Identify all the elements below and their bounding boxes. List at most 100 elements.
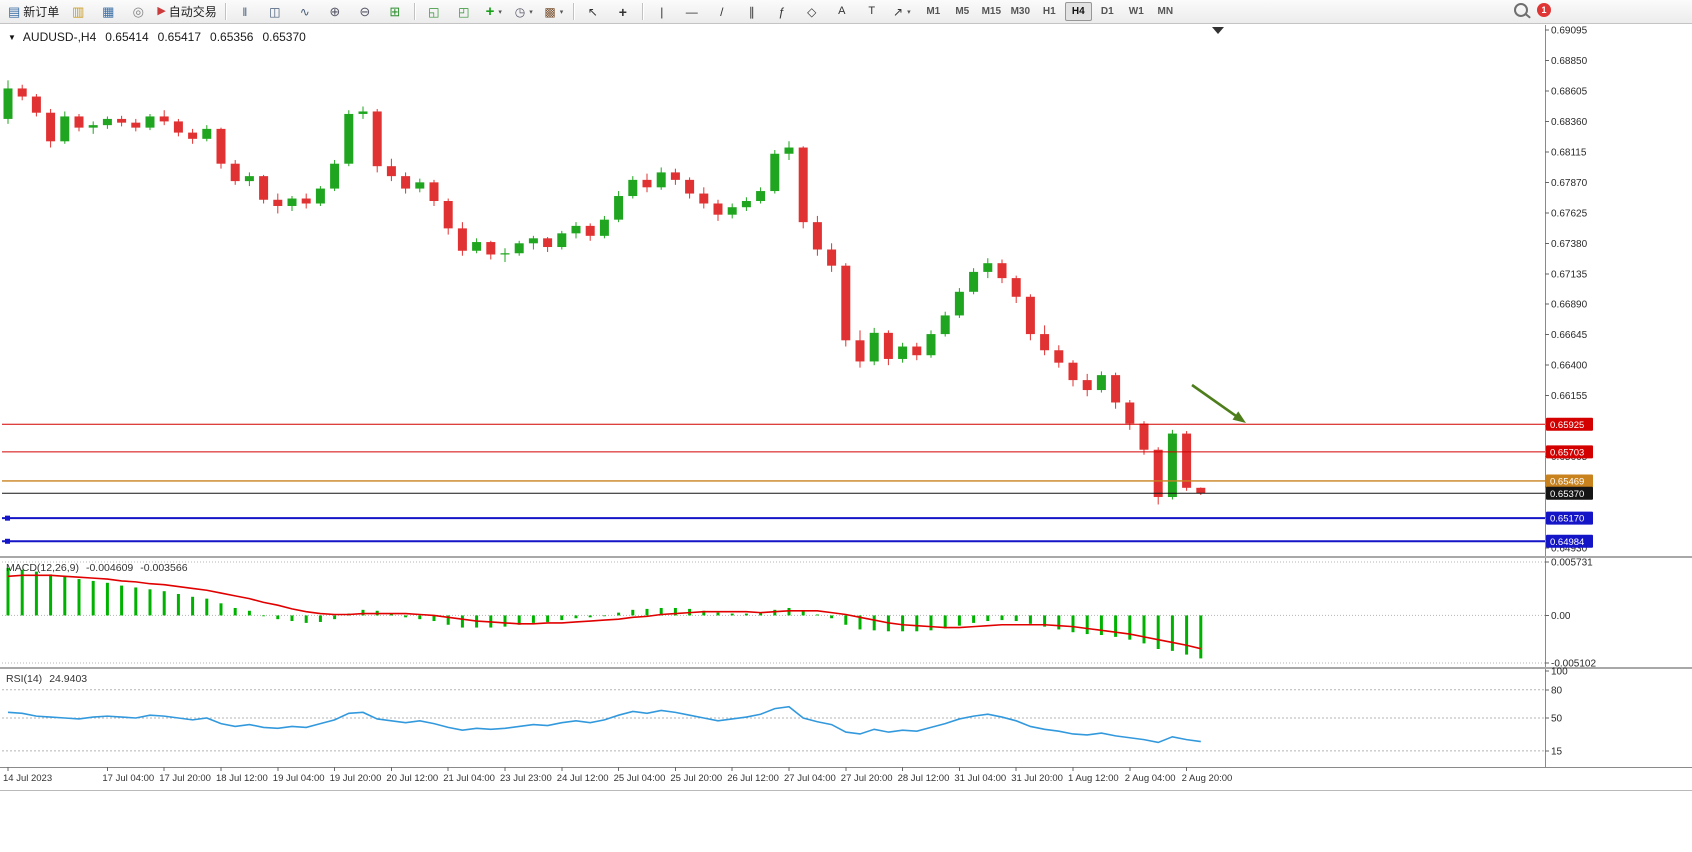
macd-bar bbox=[730, 613, 734, 616]
shapes-button[interactable]: ◇ bbox=[797, 1, 827, 23]
candle bbox=[614, 196, 624, 220]
candle bbox=[358, 111, 368, 114]
templates-button[interactable]: ▩ ▾ bbox=[539, 1, 569, 23]
macd-bar bbox=[20, 569, 24, 616]
equidistant-channel-button[interactable]: ∥ bbox=[737, 1, 767, 23]
candle bbox=[713, 203, 723, 215]
candle bbox=[628, 179, 638, 197]
candles-layer bbox=[3, 80, 1206, 505]
candle bbox=[117, 118, 127, 123]
chevron-down-icon: ▾ bbox=[559, 8, 564, 16]
time-axis-label: 2 Aug 20:00 bbox=[1182, 773, 1233, 784]
chart-shift-marker[interactable] bbox=[1212, 27, 1224, 34]
macd-bar bbox=[91, 580, 95, 616]
arrows-button[interactable]: ↗ ▾ bbox=[887, 1, 917, 23]
candle bbox=[1096, 375, 1106, 391]
periods-button[interactable]: ◷ ▾ bbox=[509, 1, 539, 23]
candle bbox=[372, 111, 382, 167]
timeframe-button-MN[interactable]: MN bbox=[1157, 6, 1174, 17]
candle bbox=[230, 163, 240, 182]
timeframe-button-D1[interactable]: D1 bbox=[1100, 6, 1114, 17]
time-axis: 14 Jul 2023 17 Jul 04:00 17 Jul 20:00 18 Ju… bbox=[3, 767, 1232, 784]
macd-bar bbox=[1199, 615, 1203, 659]
chart-window: ▼ AUDUSD-,H4 0.65414 0.65417 0.65356 0.6… bbox=[0, 25, 1692, 791]
timeframe-button-W1[interactable]: W1 bbox=[1128, 6, 1144, 17]
price-axis-label: 0.66155 bbox=[1551, 391, 1588, 402]
shapes-icon: ◇ bbox=[807, 4, 817, 19]
candle bbox=[202, 128, 212, 139]
toolbar-separator bbox=[572, 3, 574, 20]
tile-windows-button[interactable]: ⊞ bbox=[380, 1, 410, 23]
new-order-icon: ▤ bbox=[8, 4, 21, 19]
candle bbox=[46, 112, 56, 142]
community-icon: ◎ bbox=[132, 4, 144, 19]
macd-bar bbox=[957, 615, 961, 626]
cascade-windows-button[interactable]: ◰ bbox=[449, 1, 479, 23]
one-click-trading-arrow[interactable]: ▼ bbox=[8, 32, 16, 42]
timeframe-button-M1[interactable]: M1 bbox=[926, 6, 941, 17]
cursor-button[interactable]: ↖ bbox=[578, 1, 608, 23]
line-chart-button[interactable]: ∿ bbox=[290, 1, 320, 23]
time-axis-label: 20 Jul 12:00 bbox=[386, 773, 438, 784]
candle bbox=[940, 315, 950, 335]
candle bbox=[912, 346, 922, 356]
macd-bar bbox=[290, 615, 294, 622]
new-order-label: 新订单 bbox=[23, 5, 60, 19]
candle bbox=[60, 116, 70, 142]
timeframe-button-M30[interactable]: M30 bbox=[1010, 6, 1031, 17]
arrow-annotation[interactable] bbox=[1191, 383, 1246, 423]
autotrading-button[interactable]: ▶ 自动交易 bbox=[153, 1, 220, 23]
macd-bar bbox=[1085, 615, 1089, 635]
notification-badge[interactable]: 1 bbox=[1537, 3, 1551, 17]
timeframe-button-H1[interactable]: H1 bbox=[1042, 6, 1056, 17]
timeframe-button-M5[interactable]: M5 bbox=[955, 6, 970, 17]
vertical-line-button[interactable]: | bbox=[647, 1, 677, 23]
bar-chart-button[interactable]: ‖ bbox=[230, 1, 260, 23]
market-depth-icon: ▥ bbox=[72, 4, 85, 19]
candle bbox=[557, 233, 567, 248]
price-tag-label: 0.65370 bbox=[1550, 489, 1584, 500]
indicators-button[interactable]: + ▾ bbox=[479, 1, 509, 23]
macd-bar bbox=[560, 615, 564, 621]
candle bbox=[415, 182, 425, 189]
price-tag-label: 0.65170 bbox=[1550, 514, 1584, 525]
timeframe-button-H4[interactable]: H4 bbox=[1064, 2, 1092, 21]
macd-bar bbox=[1028, 615, 1032, 624]
time-axis-label: 31 Jul 20:00 bbox=[1011, 773, 1063, 784]
ohlc-open: 0.65414 bbox=[105, 30, 149, 44]
crosshair-button[interactable]: + bbox=[608, 1, 638, 23]
time-axis-label: 23 Jul 23:00 bbox=[500, 773, 552, 784]
new-chart-button[interactable]: ▦ bbox=[93, 1, 123, 23]
candle-chart-button[interactable]: ◫ bbox=[260, 1, 290, 23]
macd-bar bbox=[134, 587, 138, 616]
candle bbox=[599, 219, 609, 236]
market-depth-button[interactable]: ▥ bbox=[63, 1, 93, 23]
macd-bar bbox=[531, 615, 535, 623]
macd-bar bbox=[1170, 615, 1174, 651]
macd-bar bbox=[233, 607, 237, 616]
new-order-button[interactable]: ▤ 新订单 bbox=[4, 1, 63, 23]
timeframe-button-M15[interactable]: M15 bbox=[981, 6, 1002, 17]
fibonacci-button[interactable]: ƒ bbox=[767, 1, 797, 23]
text-label-icon: T bbox=[868, 5, 876, 17]
text-label-button[interactable]: T bbox=[857, 1, 887, 23]
text-button[interactable]: A bbox=[827, 1, 857, 23]
zoom-out-button[interactable]: ⊖ bbox=[350, 1, 380, 23]
price-chart-canvas[interactable]: 0.69095 0.68850 0.68605 0.68360 0.68115 0.678… bbox=[0, 25, 1692, 790]
candle bbox=[1054, 350, 1064, 363]
search-icon[interactable] bbox=[1514, 3, 1528, 17]
candle bbox=[798, 147, 808, 223]
line-handle[interactable] bbox=[5, 538, 10, 544]
trendline-button[interactable]: / bbox=[707, 1, 737, 23]
candle bbox=[585, 225, 595, 236]
horizontal-line-button[interactable]: — bbox=[677, 1, 707, 23]
macd-bar bbox=[1114, 615, 1118, 637]
price-axis-label: 0.64930 bbox=[1551, 544, 1588, 555]
zoom-in-button[interactable]: ⊕ bbox=[320, 1, 350, 23]
line-handle[interactable] bbox=[5, 515, 10, 521]
macd-bar bbox=[1057, 615, 1061, 630]
auto-arrange-button[interactable]: ◱ bbox=[419, 1, 449, 23]
candle bbox=[741, 201, 751, 208]
community-button[interactable]: ◎ bbox=[123, 1, 153, 23]
macd-bar bbox=[148, 589, 152, 616]
